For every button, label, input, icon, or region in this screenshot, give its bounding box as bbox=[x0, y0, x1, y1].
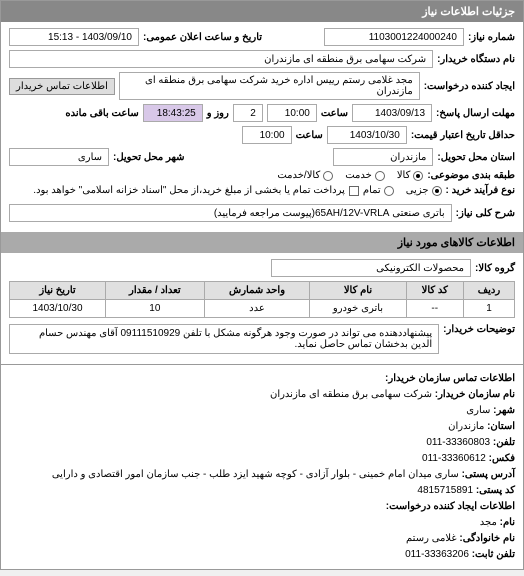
org-value: شرکت سهامی برق منطقه ای مازندران bbox=[270, 389, 432, 400]
remain-time: 18:43:25 bbox=[143, 104, 203, 122]
remain-days-label: روز و bbox=[207, 108, 229, 119]
deadline-time-label: ساعت bbox=[321, 108, 348, 119]
req-creator-title: اطلاعات ایجاد کننده درخواست: bbox=[386, 501, 515, 512]
desc-value: باتری صنعتی 65AH/12V-VRLA(پیوست مراجعه ف… bbox=[9, 204, 452, 222]
td-qty: 10 bbox=[106, 300, 205, 318]
niaz-number-value: 1103001224000240 bbox=[324, 28, 464, 46]
goods-group-value: محصولات الکترونیکی bbox=[271, 259, 471, 277]
min-price-time: 10:00 bbox=[242, 126, 292, 144]
family-value: غلامی رستم bbox=[406, 533, 457, 544]
province-value: مازندران bbox=[333, 148, 433, 166]
announce-value: 1403/09/10 - 15:13 bbox=[9, 28, 139, 46]
radio-kala[interactable]: کالا bbox=[397, 170, 424, 181]
addr-value: ساری میدان امام خمینی - بلوار آزادی - کو… bbox=[52, 469, 459, 480]
fax-label: فکس: bbox=[489, 453, 515, 464]
announce-label: تاریخ و ساعت اعلان عمومی: bbox=[143, 32, 262, 43]
buyer-note-label: توضیحات خریدار: bbox=[443, 324, 515, 335]
table-header-row: ردیف کد کالا نام کالا واحد شمارش تعداد /… bbox=[10, 282, 515, 300]
th-name: نام کالا bbox=[310, 282, 406, 300]
remain-label: ساعت باقی مانده bbox=[65, 108, 138, 119]
fax-value: 33360612-011 bbox=[422, 453, 486, 464]
goods-section: گروه کالا: محصولات الکترونیکی ردیف کد کا… bbox=[1, 253, 523, 364]
th-code: کد کالا bbox=[406, 282, 463, 300]
contact-title: اطلاعات تماس سازمان خریدار: bbox=[385, 373, 515, 384]
min-price-date: 1403/10/30 bbox=[327, 126, 407, 144]
min-price-time-label: ساعت bbox=[296, 130, 323, 141]
goods-table: ردیف کد کالا نام کالا واحد شمارش تعداد /… bbox=[9, 281, 515, 318]
payment-checkbox[interactable] bbox=[349, 186, 359, 196]
contact-info-button[interactable]: اطلاعات تماس خریدار bbox=[9, 78, 115, 95]
category-radio-group: کالا خدمت کالا/خدمت bbox=[277, 170, 423, 181]
th-row: ردیف bbox=[463, 282, 514, 300]
creator-value: مجد غلامی رستم رییس اداره خرید شرکت سهام… bbox=[119, 72, 420, 100]
th-date: تاریخ نیاز bbox=[10, 282, 106, 300]
contact-province: مازندران bbox=[448, 421, 484, 432]
td-code: -- bbox=[406, 300, 463, 318]
td-unit: عدد bbox=[204, 300, 310, 318]
radio-partial[interactable]: جزیی bbox=[406, 185, 442, 196]
phone-value: 33363206-011 bbox=[405, 549, 469, 560]
td-date: 1403/10/30 bbox=[10, 300, 106, 318]
desc-label: شرح کلی نیاز: bbox=[456, 208, 515, 219]
org-label: نام سازمان خریدار: bbox=[435, 389, 515, 400]
td-name: باتری خودرو bbox=[310, 300, 406, 318]
buyer-name-label: نام دستگاه خریدار: bbox=[437, 54, 515, 65]
phone-label: تلفن ثابت: bbox=[472, 549, 515, 560]
main-header: جزئیات اطلاعات نیاز bbox=[1, 1, 523, 22]
payment-radio-group: جزیی تمام bbox=[363, 185, 442, 196]
post-value: 4815715891 bbox=[417, 485, 473, 496]
deadline-time: 10:00 bbox=[267, 104, 317, 122]
td-row: 1 bbox=[463, 300, 514, 318]
niaz-number-label: شماره نیاز: bbox=[468, 32, 515, 43]
buyer-name-value: شرکت سهامی برق منطقه ای مازندران bbox=[9, 50, 433, 68]
family-label: نام خانوادگی: bbox=[459, 533, 515, 544]
table-row: 1 -- باتری خودرو عدد 10 1403/10/30 bbox=[10, 300, 515, 318]
min-price-label: حداقل تاریخ اعتبار قیمت: bbox=[411, 130, 515, 141]
deadline-label: مهلت ارسال پاسخ: bbox=[436, 108, 515, 119]
top-section: شماره نیاز: 1103001224000240 تاریخ و ساع… bbox=[1, 22, 523, 232]
creator-label: ایجاد کننده درخواست: bbox=[424, 81, 515, 92]
name-value: مجد bbox=[480, 517, 497, 528]
remain-days: 2 bbox=[233, 104, 263, 122]
name-label: نام: bbox=[500, 517, 515, 528]
tel-label: تلفن: bbox=[493, 437, 515, 448]
th-qty: تعداد / مقدار bbox=[106, 282, 205, 300]
payment-label: نوع فرآیند خرید : bbox=[446, 185, 515, 196]
radio-kala-khedmat[interactable]: کالا/خدمت bbox=[277, 170, 333, 181]
radio-full[interactable]: تمام bbox=[363, 185, 394, 196]
contact-section: اطلاعات تماس سازمان خریدار: نام سازمان خ… bbox=[1, 364, 523, 569]
payment-text: پرداخت تمام یا بخشی از مبلغ خرید،از محل … bbox=[33, 185, 345, 196]
goods-group-label: گروه کالا: bbox=[475, 263, 515, 274]
city-label: شهر محل تحویل: bbox=[113, 152, 185, 163]
contact-city: ساری bbox=[466, 405, 490, 416]
goods-header: اطلاعات کالاهای مورد نیاز bbox=[1, 232, 523, 253]
contact-province-label: استان: bbox=[487, 421, 515, 432]
category-label: طبقه بندی موضوعی: bbox=[427, 170, 515, 181]
form-container: جزئیات اطلاعات نیاز شماره نیاز: 11030012… bbox=[0, 0, 524, 570]
deadline-date: 1403/09/13 bbox=[352, 104, 432, 122]
buyer-note-value: پیشنهاددهنده می تواند در صورت وجود هرگون… bbox=[9, 324, 439, 354]
province-label: استان محل تحویل: bbox=[437, 152, 515, 163]
post-label: کد پستی: bbox=[476, 485, 515, 496]
contact-city-label: شهر: bbox=[493, 405, 515, 416]
radio-khedmat[interactable]: خدمت bbox=[345, 170, 385, 181]
addr-label: آدرس پستی: bbox=[462, 469, 515, 480]
city-value: ساری bbox=[9, 148, 109, 166]
th-unit: واحد شمارش bbox=[204, 282, 310, 300]
tel-value: 33360803-011 bbox=[426, 437, 490, 448]
